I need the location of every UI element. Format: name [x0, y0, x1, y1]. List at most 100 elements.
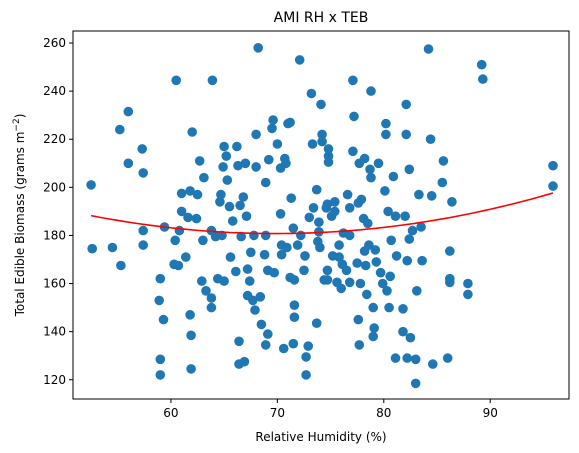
data-point — [349, 112, 359, 122]
data-point — [187, 127, 197, 137]
data-point — [208, 76, 218, 86]
data-point — [290, 312, 300, 322]
data-point — [219, 276, 229, 286]
data-point — [295, 55, 305, 65]
data-point — [360, 154, 370, 164]
data-point — [197, 276, 207, 286]
data-point — [406, 333, 416, 343]
data-point — [477, 60, 487, 70]
data-point — [391, 353, 401, 363]
data-point — [323, 275, 333, 285]
data-point — [222, 151, 232, 161]
data-point — [159, 315, 169, 325]
data-point — [232, 142, 242, 152]
data-point — [408, 226, 418, 236]
data-point — [207, 303, 217, 313]
data-point — [138, 240, 148, 250]
data-point — [225, 202, 235, 212]
data-point — [299, 266, 309, 276]
data-point — [361, 261, 371, 271]
data-point — [116, 261, 126, 271]
x-tick-label: 90 — [483, 406, 498, 420]
x-tick-label: 80 — [376, 406, 391, 420]
data-point — [369, 323, 379, 333]
data-point — [177, 189, 187, 199]
data-point — [257, 320, 267, 330]
data-point — [282, 243, 292, 253]
y-ticks: 120140160180200220240260 — [43, 36, 73, 387]
data-point — [428, 359, 438, 369]
data-point — [223, 175, 233, 185]
data-point — [368, 303, 378, 313]
data-point — [199, 173, 209, 183]
data-point — [138, 168, 148, 178]
data-point — [186, 364, 196, 374]
data-point — [381, 119, 391, 129]
data-point — [391, 211, 401, 221]
data-point — [171, 76, 181, 86]
data-point — [255, 292, 265, 302]
data-point — [228, 216, 238, 226]
data-point — [174, 261, 184, 271]
data-point — [300, 251, 310, 261]
data-point — [400, 211, 410, 221]
data-point — [324, 144, 334, 154]
data-point — [156, 370, 166, 380]
data-point — [463, 279, 473, 289]
data-point — [87, 244, 97, 254]
data-point — [443, 353, 453, 363]
data-point — [357, 195, 367, 205]
data-point — [343, 190, 353, 200]
data-point — [289, 339, 299, 349]
data-point — [231, 267, 241, 277]
data-point — [405, 234, 415, 244]
data-point — [137, 144, 147, 154]
data-point — [348, 76, 358, 86]
data-point — [156, 274, 166, 284]
data-point — [124, 159, 134, 169]
data-point — [372, 257, 382, 267]
data-point — [308, 139, 318, 149]
data-point — [463, 290, 473, 300]
data-point — [239, 192, 249, 202]
data-point — [385, 272, 395, 282]
data-point — [402, 353, 412, 363]
data-point — [330, 207, 340, 217]
data-point — [417, 256, 427, 266]
data-point — [296, 231, 306, 241]
data-point — [279, 344, 289, 354]
data-point — [251, 162, 261, 172]
data-point — [334, 240, 344, 250]
y-tick-label: 240 — [43, 84, 66, 98]
data-point — [267, 124, 277, 134]
data-point — [124, 107, 134, 117]
data-point — [285, 118, 295, 128]
data-point — [345, 278, 355, 288]
data-point — [405, 165, 415, 175]
data-point — [478, 74, 488, 84]
data-point — [309, 203, 319, 213]
data-point — [276, 209, 286, 219]
data-point — [411, 379, 421, 389]
data-point — [301, 352, 311, 362]
data-point — [198, 236, 208, 246]
data-point — [445, 274, 455, 284]
plot-area-frame — [73, 31, 569, 399]
data-point — [264, 155, 274, 165]
data-point — [316, 100, 326, 110]
data-point — [260, 250, 270, 260]
data-point — [398, 327, 408, 337]
data-point — [548, 161, 558, 171]
data-point — [226, 252, 236, 262]
y-tick-label: 160 — [43, 277, 66, 291]
data-point — [389, 172, 399, 182]
data-point — [401, 100, 411, 110]
data-point — [336, 284, 346, 294]
data-point — [348, 147, 358, 157]
data-point — [401, 130, 411, 140]
data-point — [242, 211, 252, 221]
data-point — [115, 125, 125, 135]
data-point — [261, 231, 271, 241]
data-point — [253, 43, 263, 53]
